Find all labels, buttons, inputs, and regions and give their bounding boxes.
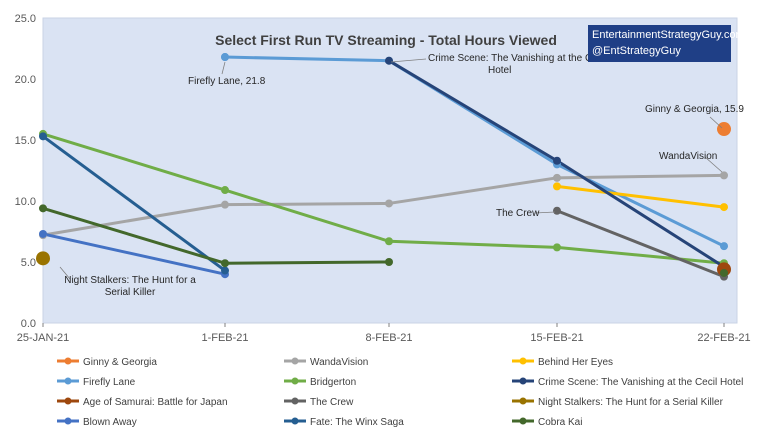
fate-the-winx-saga-point <box>39 132 47 141</box>
legend-marker <box>291 397 299 405</box>
annotation-leader <box>221 61 226 75</box>
wandavision-point <box>385 199 393 208</box>
legend-marker <box>64 417 72 425</box>
blown-away-point <box>39 229 47 238</box>
annotation-label: Hotel <box>488 65 511 76</box>
bridgerton-point <box>385 237 393 246</box>
legend-label: Bridgerton <box>310 377 356 388</box>
fate-the-winx-saga-line <box>42 135 226 272</box>
legend-label: The Crew <box>310 397 354 408</box>
legend-label: Ginny & Georgia <box>83 357 157 368</box>
annotation-label: Night Stalkers: The Hunt for a <box>64 275 196 286</box>
cobra-kai-point <box>39 204 47 213</box>
legend-marker <box>519 397 527 405</box>
y-tick-label: 5.0 <box>21 257 36 269</box>
annotation-label: WandaVision <box>659 151 717 162</box>
x-tick-label: 25-JAN-21 <box>17 332 70 344</box>
crime-scene-the-vanishing-at-the-cecil-hotel-point <box>553 156 561 165</box>
night-stalkers-the-hunt-for-a-serial-killer-point <box>36 251 50 266</box>
legend-marker <box>519 357 527 365</box>
watermark-box: EntertainmentStrategyGuy.com @EntStrateg… <box>588 25 745 62</box>
annotation-label: Crime Scene: The Vanishing at the Cecil <box>428 53 607 64</box>
x-tick-label: 15-FEB-21 <box>530 332 583 344</box>
legend-label: Age of Samurai: Battle for Japan <box>83 397 228 408</box>
cobra-kai-point <box>720 268 728 277</box>
x-tick-label: 8-FEB-21 <box>365 332 412 344</box>
legend-label: Fate: The Winx Saga <box>310 417 404 428</box>
crime-scene-the-vanishing-at-the-cecil-hotel-point <box>385 56 393 65</box>
legend-label: Night Stalkers: The Hunt for a Serial Ki… <box>538 397 724 408</box>
annotation-leader <box>709 116 723 129</box>
chart-title: Select First Run TV Streaming - Total Ho… <box>215 32 557 48</box>
annotation-label: The Crew <box>496 208 540 219</box>
firefly-lane-point <box>221 53 229 62</box>
annotation-label: Ginny & Georgia, 15.9 <box>645 104 744 115</box>
annotation-leader <box>704 156 723 173</box>
legend-marker <box>64 377 72 385</box>
the-crew-line <box>556 209 725 279</box>
y-tick-label: 0.0 <box>21 318 36 330</box>
annotation-label: Serial Killer <box>105 287 156 298</box>
bridgerton-point <box>553 243 561 252</box>
wandavision-point <box>720 171 728 180</box>
annotation-label: Firefly Lane, 21.8 <box>188 76 266 87</box>
y-tick-label: 15.0 <box>15 135 36 147</box>
legend-label: Firefly Lane <box>83 377 136 388</box>
fate-the-winx-saga-point <box>221 266 229 275</box>
legend-label: Blown Away <box>83 417 137 428</box>
legend-label: Behind Her Eyes <box>538 357 613 368</box>
y-tick-label: 10.0 <box>15 196 36 208</box>
ginny-georgia-point <box>717 122 731 137</box>
legend-marker <box>64 397 72 405</box>
annotation-leader <box>534 211 556 214</box>
the-crew-point <box>553 206 561 215</box>
annotation-leader <box>390 58 427 63</box>
x-tick-label: 22-FEB-21 <box>697 332 750 344</box>
cobra-kai-point <box>221 259 229 268</box>
legend-label: WandaVision <box>310 357 368 368</box>
y-tick-label: 25.0 <box>15 13 36 25</box>
firefly-lane-line <box>224 55 725 248</box>
legend-label: Cobra Kai <box>538 417 582 428</box>
wandavision-point <box>221 200 229 209</box>
firefly-lane-point <box>720 242 728 251</box>
behind-her-eyes-point <box>720 203 728 212</box>
legend-marker <box>291 357 299 365</box>
behind-her-eyes-point <box>553 182 561 191</box>
x-tick-label: 1-FEB-21 <box>201 332 248 344</box>
legend-marker <box>291 377 299 385</box>
y-tick-label: 20.0 <box>15 74 36 86</box>
legend-marker <box>291 417 299 425</box>
cobra-kai-point <box>385 258 393 266</box>
legend-marker <box>64 357 72 365</box>
watermark-handle: @EntStrategyGuy <box>592 45 681 57</box>
legend-label: Crime Scene: The Vanishing at the Cecil … <box>538 377 743 388</box>
bridgerton-point <box>221 186 229 195</box>
annotation-leader <box>59 266 71 280</box>
blown-away-line <box>42 232 226 276</box>
legend-marker <box>519 417 527 425</box>
behind-her-eyes-line <box>556 184 725 209</box>
legend-marker <box>519 377 527 385</box>
watermark-site: EntertainmentStrategyGuy.com <box>592 29 745 41</box>
wandavision-point <box>553 173 561 182</box>
